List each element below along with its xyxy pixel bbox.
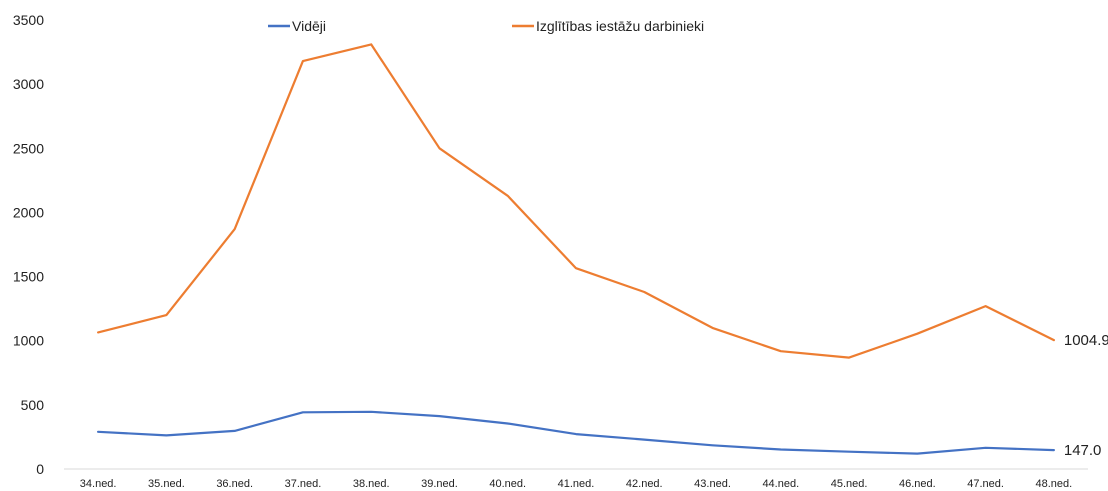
x-tick-label: 40.ned.	[489, 478, 526, 490]
x-tick-label: 45.ned.	[831, 478, 868, 490]
x-tick-label: 39.ned.	[421, 478, 458, 490]
x-tick-label: 43.ned.	[694, 478, 731, 490]
x-tick-label: 35.ned.	[148, 478, 185, 490]
legend-entry: Vidēji	[292, 18, 326, 34]
y-tick-label: 3500	[13, 12, 44, 28]
y-tick-label: 1000	[13, 333, 44, 349]
x-tick-label: 44.ned.	[762, 478, 799, 490]
y-tick-label: 2000	[13, 204, 44, 220]
legend: Vidēji Izglītības iestāžu darbinieki	[268, 18, 704, 34]
x-tick-label: 41.ned.	[558, 478, 595, 490]
x-tick-label: 36.ned.	[216, 478, 253, 490]
x-tick-label: 46.ned.	[899, 478, 936, 490]
series-layer: 147.0 1004.9	[96, 43, 1108, 459]
x-tick-label: 42.ned.	[626, 478, 663, 490]
series-line-videji	[96, 410, 1056, 455]
x-tick-label: 38.ned.	[353, 478, 390, 490]
y-tick-label: 500	[21, 397, 45, 413]
x-tick-label: 47.ned.	[967, 478, 1004, 490]
y-tick-label: 3000	[13, 76, 44, 92]
y-tick-label: 1500	[13, 269, 44, 285]
y-axis: 0 500 1000 1500 2000 2500 3000 3500	[13, 12, 44, 477]
x-tick-label: 37.ned.	[285, 478, 322, 490]
series-line-izglitibas-darbinieki	[96, 43, 1056, 359]
end-value-label: 147.0	[1064, 442, 1102, 459]
end-value-label: 1004.9	[1064, 332, 1108, 349]
y-tick-label: 0	[36, 461, 44, 477]
x-tick-label: 34.ned.	[80, 478, 117, 490]
x-tick-label: 48.ned.	[1036, 478, 1073, 490]
y-tick-label: 2500	[13, 140, 44, 156]
x-axis: 34.ned. 35.ned. 36.ned. 37.ned. 38.ned. 39.ne…	[64, 468, 1088, 490]
legend-entry: Izglītības iestāžu darbinieki	[536, 18, 704, 34]
